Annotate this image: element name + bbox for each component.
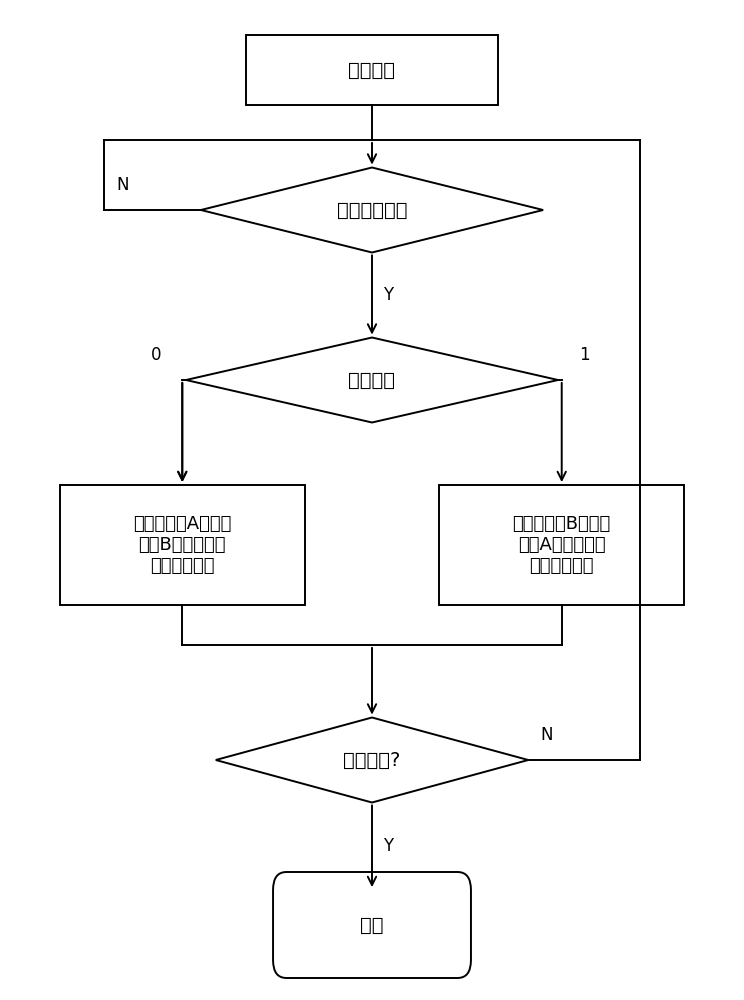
Text: 判断标志: 判断标志 bbox=[348, 370, 396, 389]
Text: N: N bbox=[117, 176, 129, 194]
Text: Y: Y bbox=[383, 837, 394, 855]
FancyBboxPatch shape bbox=[273, 872, 471, 978]
Text: 检查采集点数: 检查采集点数 bbox=[337, 200, 407, 220]
Text: 放电结束?: 放电结束? bbox=[343, 750, 401, 770]
Text: 结束: 结束 bbox=[360, 916, 384, 934]
Text: 0: 0 bbox=[151, 346, 161, 364]
Text: 保存数据在A缓冲区
处理B缓冲区数据
计算出密度値: 保存数据在A缓冲区 处理B缓冲区数据 计算出密度値 bbox=[133, 515, 231, 575]
Polygon shape bbox=[201, 167, 543, 252]
FancyBboxPatch shape bbox=[439, 485, 684, 605]
Text: 1: 1 bbox=[579, 346, 589, 364]
Text: N: N bbox=[541, 726, 553, 744]
Polygon shape bbox=[216, 718, 528, 802]
Text: Y: Y bbox=[383, 286, 394, 304]
Text: 放电开始: 放电开始 bbox=[348, 60, 396, 80]
Text: 保存数据在B缓冲区
处理A缓冲区数据
计算出密度値: 保存数据在B缓冲区 处理A缓冲区数据 计算出密度値 bbox=[513, 515, 611, 575]
FancyBboxPatch shape bbox=[246, 35, 498, 105]
Polygon shape bbox=[186, 338, 558, 422]
FancyBboxPatch shape bbox=[60, 485, 305, 605]
